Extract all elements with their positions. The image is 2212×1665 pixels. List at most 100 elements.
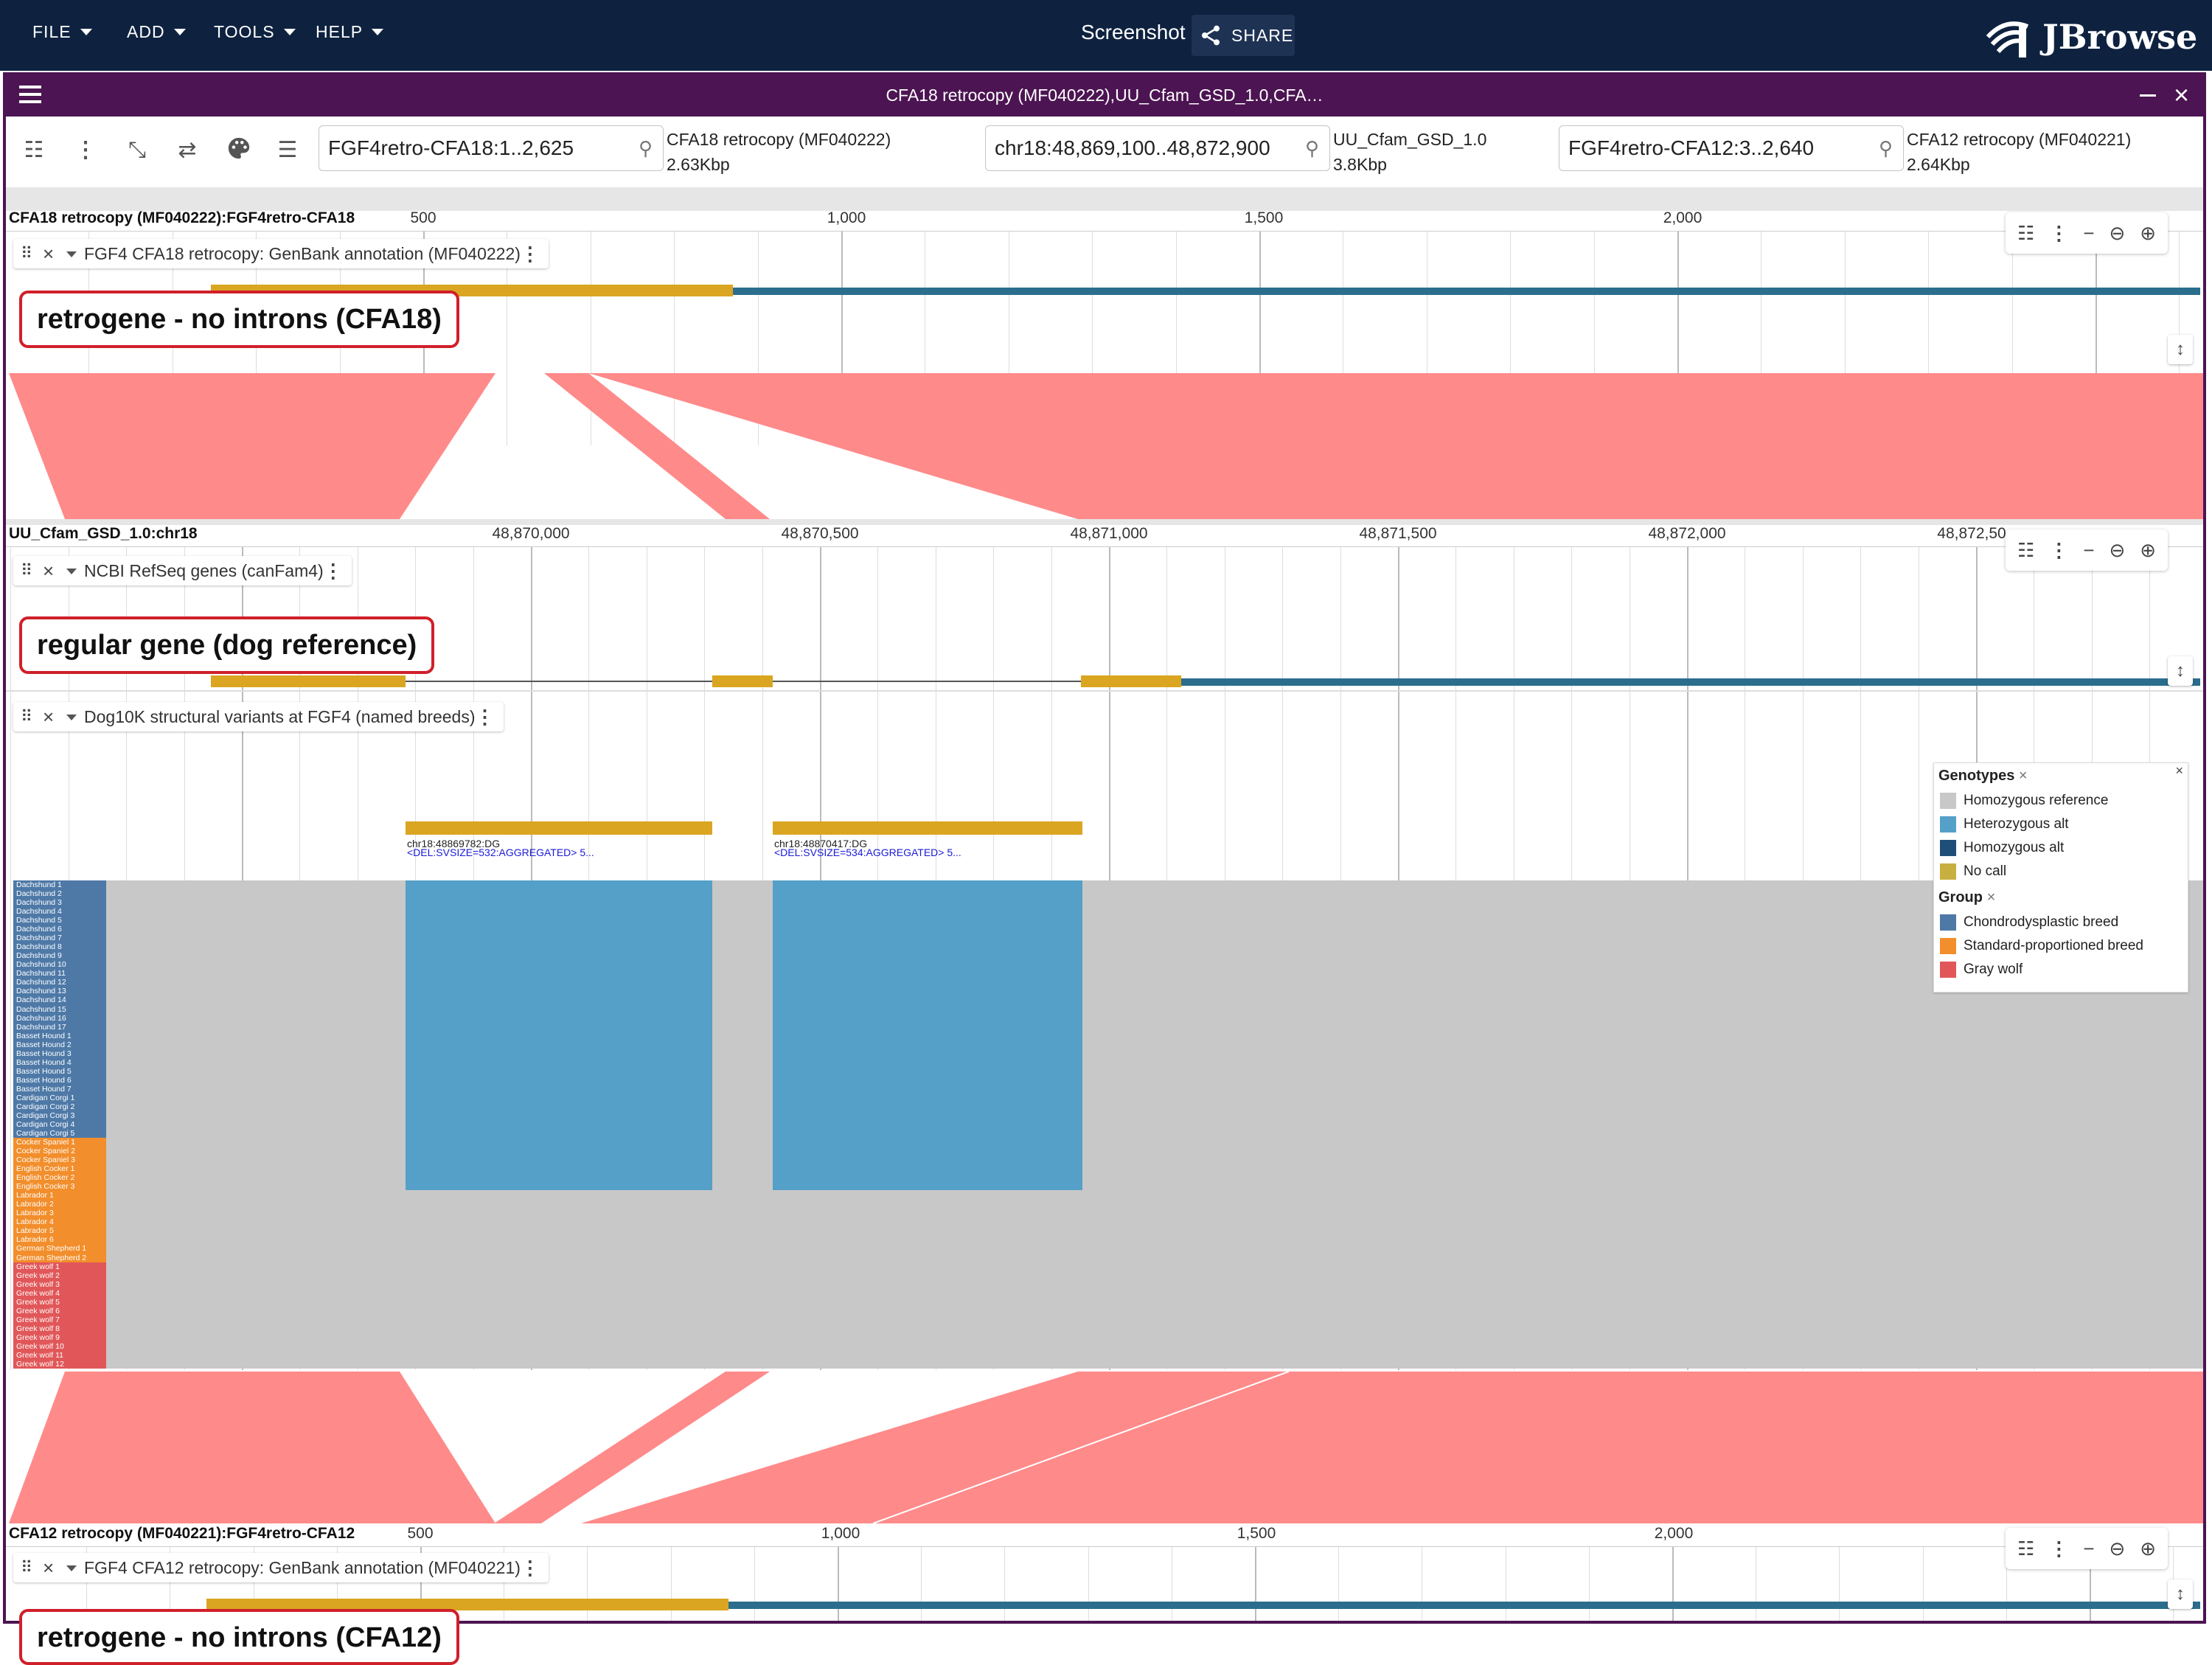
chevron-down-icon[interactable]	[66, 1565, 77, 1571]
location-input-1[interactable]: FGF4retro-CFA18:1..2,625 ⚲	[319, 125, 664, 171]
drag-handle-icon[interactable]: ⠿	[21, 707, 33, 726]
sample-label[interactable]: Cocker Spaniel 3	[13, 1155, 106, 1165]
sample-label[interactable]: Cardigan Corgi 4	[13, 1119, 106, 1129]
synteny-block[interactable]	[9, 1372, 495, 1523]
sample-label[interactable]: Dachshund 1	[13, 880, 106, 890]
synteny-block[interactable]	[9, 373, 495, 519]
hamburger-menu-icon[interactable]	[19, 86, 41, 105]
sample-label[interactable]: Basset Hound 6	[13, 1075, 106, 1085]
sample-label[interactable]: Greek wolf 7	[13, 1315, 106, 1324]
sample-label[interactable]: Labrador 1	[13, 1191, 106, 1200]
close-track-icon[interactable]: ×	[43, 1557, 55, 1579]
synteny-block[interactable]	[544, 373, 770, 519]
zoom-out-icon[interactable]: ⊖	[2109, 221, 2126, 244]
drag-handle-icon[interactable]: ⠿	[21, 561, 33, 580]
sample-label[interactable]: Greek wolf 8	[13, 1324, 106, 1333]
more-vert-icon[interactable]: ⋮	[74, 138, 97, 162]
sample-label[interactable]: Dachshund 13	[13, 987, 106, 996]
palette-icon[interactable]	[224, 136, 254, 165]
track-label-refseq[interactable]: ⠿ × NCBI RefSeq genes (canFam4) ⋮	[13, 556, 352, 585]
legend-close-icon[interactable]: ×	[2175, 763, 2183, 778]
ruler-panel-2[interactable]: UU_Cfam_GSD_1.0:chr18 48,870,000 48,870,…	[6, 525, 2203, 547]
sample-label[interactable]: English Cocker 3	[13, 1182, 106, 1192]
track-menu-icon[interactable]: ⋮	[475, 706, 495, 728]
zoom-out-minus-icon[interactable]: −	[2083, 538, 2095, 561]
sample-label[interactable]: Dachshund 2	[13, 889, 106, 899]
chevron-down-icon[interactable]	[66, 251, 77, 257]
more-vert-icon[interactable]: ⋮	[2049, 1537, 2069, 1560]
track-list-icon[interactable]: ☷	[2017, 221, 2035, 244]
exon-1[interactable]	[211, 675, 406, 687]
location-input-3[interactable]: FGF4retro-CFA12:3..2,640 ⚲	[1559, 125, 1904, 171]
sample-label[interactable]: Labrador 5	[13, 1226, 106, 1236]
sample-label[interactable]: Dachshund 12	[13, 978, 106, 987]
synteny-block[interactable]	[588, 373, 2203, 519]
sample-label[interactable]: Basset Hound 4	[13, 1057, 106, 1067]
sample-label[interactable]: Cardigan Corgi 3	[13, 1110, 106, 1120]
zoom-out-icon[interactable]: ⊖	[2109, 1537, 2126, 1560]
sample-label[interactable]: Basset Hound 5	[13, 1066, 106, 1076]
zoom-out-minus-icon[interactable]: −	[2083, 221, 2095, 244]
share-button[interactable]: SHARE	[1192, 15, 1295, 56]
exon-3[interactable]	[1081, 675, 1181, 687]
sample-label[interactable]: Dachshund 16	[13, 1013, 106, 1023]
remove-icon[interactable]: ×	[2018, 768, 2028, 784]
sample-label[interactable]: Greek wolf 2	[13, 1271, 106, 1280]
sample-label[interactable]: German Shepherd 1	[13, 1244, 106, 1254]
sample-label[interactable]: Dachshund 4	[13, 907, 106, 917]
file-menu[interactable]: FILE	[32, 22, 92, 42]
sample-label[interactable]: Basset Hound 7	[13, 1084, 106, 1094]
cds-feature[interactable]	[206, 1599, 728, 1610]
sample-label[interactable]: Dachshund 5	[13, 916, 106, 925]
track-list-icon[interactable]: ☷	[2017, 538, 2035, 561]
minimize-icon[interactable]	[2140, 94, 2156, 97]
tools-menu[interactable]: TOOLS	[214, 22, 296, 42]
sample-label[interactable]: English Cocker 2	[13, 1173, 106, 1183]
close-track-icon[interactable]: ×	[43, 560, 55, 582]
sample-label[interactable]: Dachshund 3	[13, 898, 106, 908]
sv-feature-2[interactable]	[773, 821, 1082, 835]
synteny-block[interactable]	[581, 1372, 2203, 1523]
location-input-2[interactable]: chr18:48,869,100..48,872,900 ⚲	[985, 125, 1330, 171]
remove-icon[interactable]: ×	[1986, 889, 1996, 906]
sample-label[interactable]: Labrador 4	[13, 1217, 106, 1227]
chevron-down-icon[interactable]	[66, 569, 77, 574]
close-track-icon[interactable]: ×	[43, 243, 55, 265]
sample-label[interactable]: Labrador 6	[13, 1235, 106, 1245]
sample-label[interactable]: Greek wolf 9	[13, 1332, 106, 1342]
track-selector-icon[interactable]: ☷	[24, 138, 44, 162]
sample-label[interactable]: Greek wolf 1	[13, 1262, 106, 1271]
close-track-icon[interactable]: ×	[43, 706, 55, 728]
sample-label[interactable]: Dachshund 17	[13, 1022, 106, 1032]
utr-feature[interactable]	[728, 1602, 2200, 1609]
track-menu-icon[interactable]: ⋮	[520, 1557, 540, 1579]
sample-label[interactable]: Dachshund 7	[13, 934, 106, 943]
sample-label[interactable]: Greek wolf 6	[13, 1306, 106, 1315]
sample-label[interactable]: Labrador 3	[13, 1209, 106, 1218]
add-menu[interactable]: ADD	[127, 22, 186, 42]
collapse-icon[interactable]: ⤡	[128, 138, 146, 162]
track-menu-icon[interactable]: ⋮	[520, 243, 540, 265]
sample-label[interactable]: Cocker Spaniel 1	[13, 1138, 106, 1147]
zoom-out-minus-icon[interactable]: −	[2083, 1537, 2095, 1560]
sample-label[interactable]: Basset Hound 3	[13, 1049, 106, 1058]
session-title[interactable]: Screenshot	[1081, 21, 1186, 44]
exon-2[interactable]	[712, 675, 773, 687]
sample-label[interactable]: Greek wolf 3	[13, 1279, 106, 1289]
utr-feature[interactable]	[1181, 678, 2200, 686]
genotype-block-heterozygous-1[interactable]	[406, 880, 712, 1190]
track-label-sv[interactable]: ⠿ × Dog10K structural variants at FGF4 (na…	[13, 702, 504, 731]
sv-feature-1[interactable]	[406, 821, 712, 835]
search-icon[interactable]: ⚲	[638, 137, 653, 159]
sample-label[interactable]: Dachshund 11	[13, 969, 106, 979]
sample-label[interactable]: Cocker Spaniel 2	[13, 1147, 106, 1156]
zoom-out-icon[interactable]: ⊖	[2109, 538, 2126, 561]
tune-icon[interactable]: ☰	[277, 138, 298, 162]
sample-label[interactable]: Basset Hound 1	[13, 1031, 106, 1040]
resize-handle-icon[interactable]: ↕	[2168, 335, 2193, 364]
drag-handle-icon[interactable]: ⠿	[21, 1558, 33, 1577]
sample-label[interactable]: Dachshund 10	[13, 960, 106, 970]
sample-label[interactable]: Greek wolf 10	[13, 1341, 106, 1351]
ruler-panel-1[interactable]: CFA18 retrocopy (MF040222):FGF4retro-CFA…	[6, 209, 2203, 232]
sample-label[interactable]: Dachshund 15	[13, 1004, 106, 1014]
